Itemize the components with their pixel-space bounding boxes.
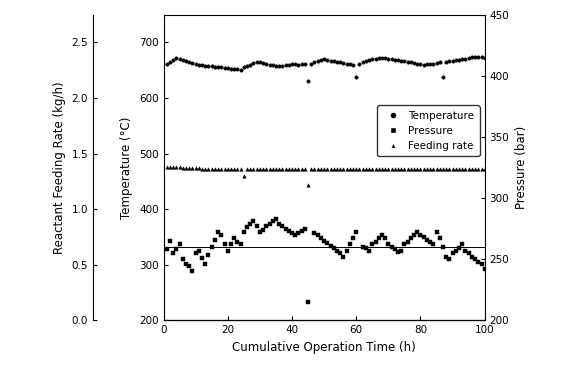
Y-axis label: Reactant Feeding Rate (kg/h): Reactant Feeding Rate (kg/h) bbox=[53, 81, 66, 254]
Y-axis label: Pressure (bar): Pressure (bar) bbox=[515, 126, 528, 209]
X-axis label: Cumulative Operation Time (h): Cumulative Operation Time (h) bbox=[232, 340, 416, 354]
Y-axis label: Temperature (°C): Temperature (°C) bbox=[120, 116, 134, 219]
Legend: Temperature, Pressure, Feeding rate: Temperature, Pressure, Feeding rate bbox=[377, 106, 479, 156]
